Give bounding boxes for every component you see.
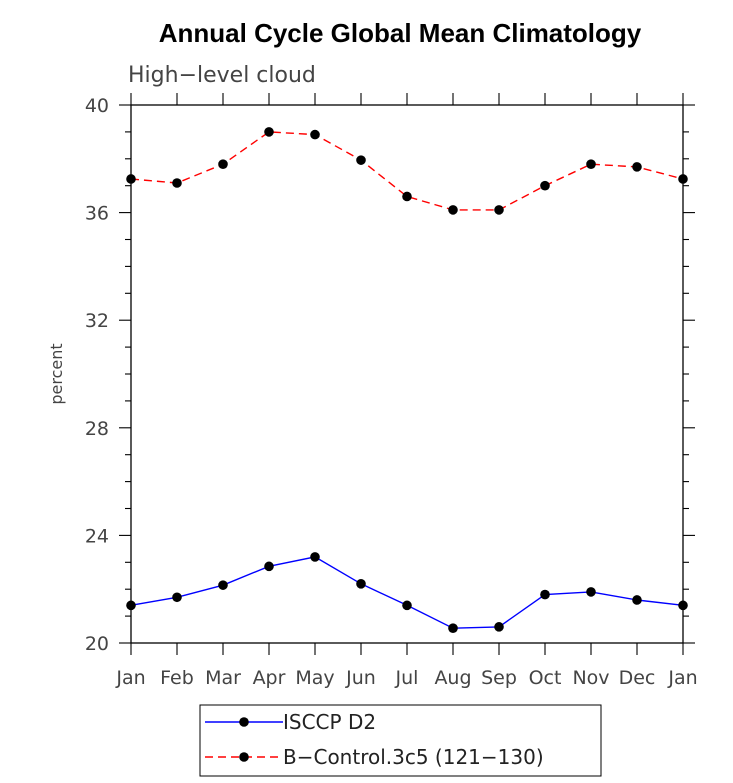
legend-label: ISCCP D2: [283, 710, 376, 734]
axes-group: 20 24 28 32 36 40 Jan Feb Mar Apr May Jun Jul Aug Sep O…: [85, 93, 698, 689]
data-point: [402, 191, 412, 202]
chart-subtitle: High−level cloud: [128, 63, 316, 88]
x-tick-label: Sep: [481, 667, 517, 689]
x-tick-label: Mar: [205, 667, 241, 689]
data-point: [310, 552, 320, 562]
x-tick-label: Nov: [572, 667, 609, 689]
x-tick-label: Dec: [619, 667, 656, 689]
x-tick-label: Jan: [667, 667, 697, 689]
data-point: [264, 127, 274, 137]
data-point: [586, 159, 596, 169]
y-tick-label: 20: [85, 633, 109, 655]
data-point: [494, 205, 504, 215]
y-tick-label: 28: [85, 418, 109, 440]
data-point: [126, 174, 136, 184]
data-point: [448, 205, 458, 215]
data-point: [172, 178, 182, 188]
x-tick-label: Aug: [434, 667, 471, 689]
y-tick-label: 40: [85, 95, 109, 117]
y-tick-label: 36: [85, 203, 109, 225]
legend-marker: [239, 752, 249, 762]
data-point: [356, 579, 366, 589]
data-point: [310, 129, 320, 140]
y-tick-label: 32: [85, 310, 109, 332]
data-point: [448, 623, 458, 634]
x-tick-label: Oct: [529, 667, 562, 689]
series-1: [126, 127, 688, 215]
series-line: [130, 556, 684, 629]
y-tick-label: 24: [85, 525, 109, 547]
data-point: [218, 159, 228, 169]
x-tick-label: May: [295, 667, 334, 689]
series-layer: [126, 127, 688, 634]
x-tick-label: Jul: [395, 667, 419, 689]
data-point: [540, 589, 550, 600]
data-point: [540, 180, 550, 191]
data-point: [494, 622, 504, 632]
data-point: [632, 595, 642, 605]
x-tick-label: Jun: [345, 667, 376, 689]
y-axis-label: percent: [47, 343, 66, 404]
data-point: [586, 587, 596, 597]
data-point: [402, 600, 412, 611]
x-tick-label: Feb: [160, 667, 194, 689]
data-point: [632, 162, 642, 172]
series-0: [126, 552, 688, 634]
legend: ISCCP D2 B−Control.3c5 (121−130): [199, 704, 602, 777]
chart-title: Annual Cycle Global Mean Climatology: [159, 18, 642, 48]
legend-box: [199, 704, 602, 777]
legend-marker: [239, 717, 249, 727]
data-point: [678, 600, 688, 611]
data-point: [678, 174, 688, 184]
legend-label: B−Control.3c5 (121−130): [283, 745, 544, 769]
data-point: [264, 561, 274, 572]
data-point: [172, 592, 182, 603]
plot-frame: [130, 104, 684, 644]
data-point: [218, 580, 228, 590]
x-tick-label: Jan: [115, 667, 145, 689]
data-point: [126, 600, 136, 611]
data-point: [356, 155, 366, 165]
x-tick-label: Apr: [253, 667, 286, 689]
